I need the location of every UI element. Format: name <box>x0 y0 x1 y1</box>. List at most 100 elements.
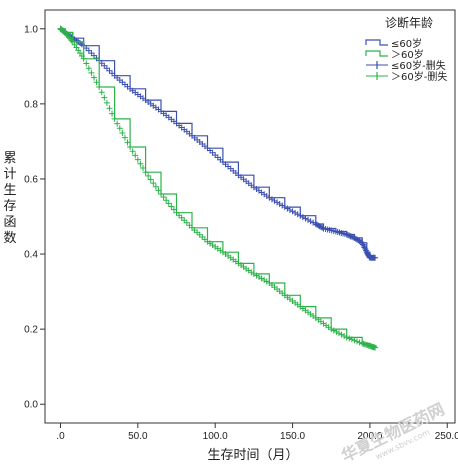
legend-line-swatch <box>365 50 388 57</box>
series-line-2 <box>60 28 377 348</box>
censor-mark <box>160 194 167 201</box>
censor-mark <box>372 344 379 351</box>
censor-mark <box>354 338 361 345</box>
legend-label: ＞60岁-删失 <box>391 70 447 83</box>
censor-mark <box>335 330 342 337</box>
censor-mark <box>147 176 154 183</box>
censor-mark <box>109 70 116 77</box>
plot-frame <box>44 9 456 424</box>
legend-label: ＞60岁 <box>391 48 424 61</box>
censor-mark <box>181 217 188 224</box>
censor-mark <box>90 74 97 81</box>
censor-mark <box>341 333 348 340</box>
svg-text:华夏生物医药网: 华夏生物医药网 <box>338 399 447 465</box>
censor-mark <box>106 67 113 74</box>
censor-mark <box>165 200 172 207</box>
censor-mark <box>103 99 110 106</box>
legend-label: ≤60岁-删失 <box>391 59 446 72</box>
censor-mark <box>348 233 355 240</box>
censor-mark <box>305 216 312 223</box>
censor-mark <box>343 334 350 341</box>
censor-mark <box>372 254 379 261</box>
series-line-1 <box>60 28 377 259</box>
y-axis: 0.0 0.2 0.4 0.6 0.8 1.0 <box>24 24 45 411</box>
legend-title: 诊断年龄 <box>385 15 433 30</box>
x-tick-label: 250.0 <box>435 431 458 442</box>
censor-mark <box>101 62 108 69</box>
censor-mark <box>132 152 139 159</box>
censor-mark <box>85 47 92 54</box>
censor-mark <box>173 209 180 216</box>
x-axis-title: 生存时间（月） <box>207 448 298 463</box>
series-layer <box>57 25 379 351</box>
censor-mark <box>80 55 87 62</box>
legend-label: ≤60岁 <box>391 37 422 50</box>
censor-mark <box>319 224 326 231</box>
censor-mark <box>328 326 335 333</box>
censor-mark <box>310 219 317 226</box>
censor-mark <box>150 180 157 187</box>
censor-mark <box>292 209 299 216</box>
y-tick-label: 0.2 <box>24 325 38 336</box>
censor-mark <box>98 89 105 96</box>
censor-mark <box>145 172 152 179</box>
censor-mark <box>142 169 149 176</box>
censor-mark <box>155 187 162 194</box>
censor-mark <box>344 232 351 239</box>
y-tick-label: 0.4 <box>24 250 38 261</box>
y-tick-label: 1.0 <box>24 24 38 35</box>
censor-mark <box>93 79 100 86</box>
censor-mark <box>297 212 304 219</box>
censor-mark <box>348 336 355 343</box>
censor-mark <box>158 190 165 197</box>
censor-mark <box>88 69 95 76</box>
x-tick-label: 50.0 <box>128 431 148 442</box>
censor-mark <box>101 94 108 101</box>
censor-mark <box>111 115 118 122</box>
censor-mark <box>109 110 116 117</box>
censor-mark <box>289 208 296 215</box>
censor-marks-2 <box>57 25 379 351</box>
censor-mark <box>176 212 183 219</box>
y-tick-label: 0.6 <box>24 174 38 185</box>
censor-mark <box>129 148 136 155</box>
censor-mark <box>96 83 103 90</box>
censor-mark <box>119 129 126 136</box>
censor-mark <box>347 233 354 240</box>
censor-mark <box>286 206 293 213</box>
censor-mark <box>85 65 92 72</box>
censor-mark <box>139 165 146 172</box>
censor-mark <box>356 339 363 346</box>
censor-mark <box>134 156 141 163</box>
censor-mark <box>178 214 185 221</box>
censor-mark <box>351 337 358 344</box>
censor-mark <box>90 52 97 59</box>
censor-mark <box>284 205 291 212</box>
censor-mark <box>88 50 95 57</box>
censor-mark <box>330 327 337 334</box>
censor-mark <box>346 232 353 239</box>
censor-mark <box>183 219 190 226</box>
censor-mark <box>116 125 123 132</box>
legend: 诊断年龄 ≤60岁＞60岁≤60岁-删失＞60岁-删失 <box>365 15 447 83</box>
censor-mark <box>343 231 350 238</box>
censor-mark <box>299 214 306 221</box>
censor-mark <box>106 105 113 112</box>
censor-mark <box>307 218 314 225</box>
censor-mark <box>168 203 175 210</box>
censor-mark <box>114 120 121 127</box>
x-tick-label: 100.0 <box>203 431 228 442</box>
censor-mark <box>83 60 90 67</box>
censor-mark <box>124 139 131 146</box>
x-axis: .0 50.0 100.0 150.0 200.0 250.0 <box>56 423 458 442</box>
censor-mark <box>294 211 301 218</box>
x-tick-label: 200.0 <box>357 431 382 442</box>
y-tick-label: 0.0 <box>24 400 38 411</box>
censor-mark <box>170 206 177 213</box>
x-tick-label: 150.0 <box>280 431 305 442</box>
censor-mark <box>350 234 357 241</box>
censor-mark <box>152 183 159 190</box>
y-tick-label: 0.8 <box>24 99 38 110</box>
censor-mark <box>137 160 144 167</box>
